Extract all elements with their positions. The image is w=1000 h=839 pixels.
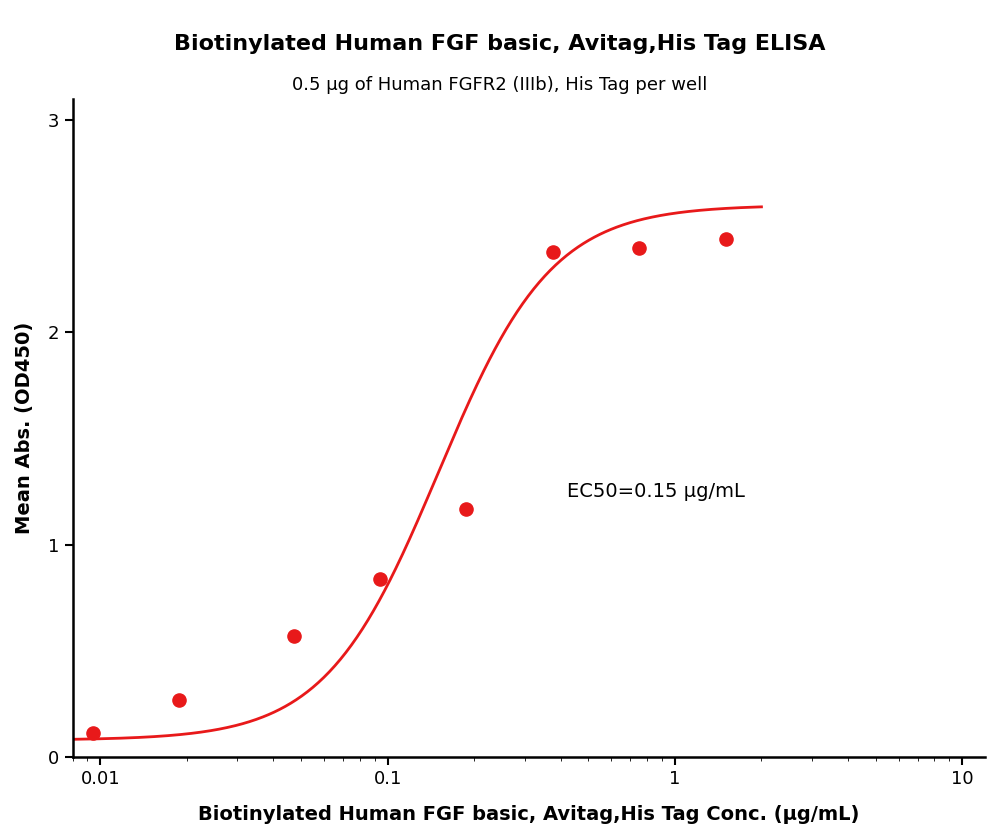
Point bbox=[631, 241, 647, 254]
Point bbox=[458, 502, 474, 515]
Point bbox=[286, 629, 302, 643]
Point bbox=[718, 232, 734, 246]
Point bbox=[171, 693, 187, 706]
Text: 0.5 μg of Human FGFR2 (IIIb), His Tag per well: 0.5 μg of Human FGFR2 (IIIb), His Tag pe… bbox=[292, 76, 708, 93]
X-axis label: Biotinylated Human FGF basic, Avitag,His Tag Conc. (μg/mL): Biotinylated Human FGF basic, Avitag,His… bbox=[198, 805, 859, 824]
Text: EC50=0.15 μg/mL: EC50=0.15 μg/mL bbox=[567, 482, 745, 501]
Point bbox=[85, 726, 101, 739]
Text: Biotinylated Human FGF basic, Avitag,His Tag ELISA: Biotinylated Human FGF basic, Avitag,His… bbox=[174, 34, 826, 54]
Point bbox=[372, 572, 388, 586]
Point bbox=[545, 245, 561, 258]
Y-axis label: Mean Abs. (OD450): Mean Abs. (OD450) bbox=[15, 322, 34, 534]
